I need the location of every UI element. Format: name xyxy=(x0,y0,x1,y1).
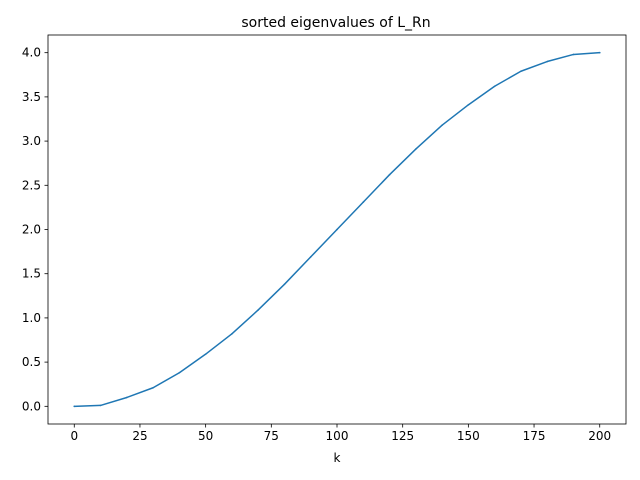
data-point xyxy=(99,404,102,407)
y-tick-label: 3.5 xyxy=(22,90,41,104)
y-tick-label: 0.5 xyxy=(22,355,41,369)
data-point xyxy=(467,104,470,106)
data-point xyxy=(204,353,207,355)
y-tick-label: 4.0 xyxy=(22,46,41,60)
axis-ticks: 0 25 50 75 100 125 150 175 200 0.0 0.5 1.0 1.5 2.0 2.5… xyxy=(22,46,611,443)
plot-area xyxy=(73,51,601,408)
data-point xyxy=(546,60,548,63)
y-tick-label: 1.0 xyxy=(22,311,41,325)
x-tick-label: 75 xyxy=(264,429,279,443)
y-tick-label: 2.5 xyxy=(22,178,41,192)
data-point xyxy=(493,85,496,88)
x-tick-label: 25 xyxy=(132,429,147,443)
x-tick-label: 0 xyxy=(70,429,78,443)
data-point xyxy=(572,53,575,56)
data-point xyxy=(388,173,391,176)
data-point xyxy=(178,371,181,374)
y-tick-label: 2.0 xyxy=(22,223,41,237)
data-point xyxy=(362,201,365,203)
data-point xyxy=(126,396,128,399)
y-tick-label: 1.5 xyxy=(22,267,41,281)
x-axis-label: k xyxy=(334,451,341,465)
x-tick-label: 50 xyxy=(198,429,213,443)
data-point xyxy=(283,283,286,286)
x-tick-label: 175 xyxy=(523,429,546,443)
x-tick-label: 150 xyxy=(457,429,480,443)
x-tick-label: 125 xyxy=(391,429,414,443)
data-point xyxy=(231,333,233,335)
chart-title: sorted eigenvalues of L_Rn xyxy=(241,15,430,31)
data-point xyxy=(152,386,154,389)
data-point xyxy=(520,70,522,73)
x-tick-label: 200 xyxy=(588,429,611,443)
y-tick-label: 0.0 xyxy=(22,399,41,413)
y-tick-label: 3.0 xyxy=(22,134,41,148)
data-point xyxy=(441,124,443,126)
data-point xyxy=(336,228,338,231)
data-point xyxy=(73,405,76,408)
x-tick-label: 100 xyxy=(326,429,349,443)
data-point xyxy=(309,256,312,258)
data-point xyxy=(598,51,601,54)
data-point xyxy=(415,148,417,150)
data-point xyxy=(257,309,259,311)
